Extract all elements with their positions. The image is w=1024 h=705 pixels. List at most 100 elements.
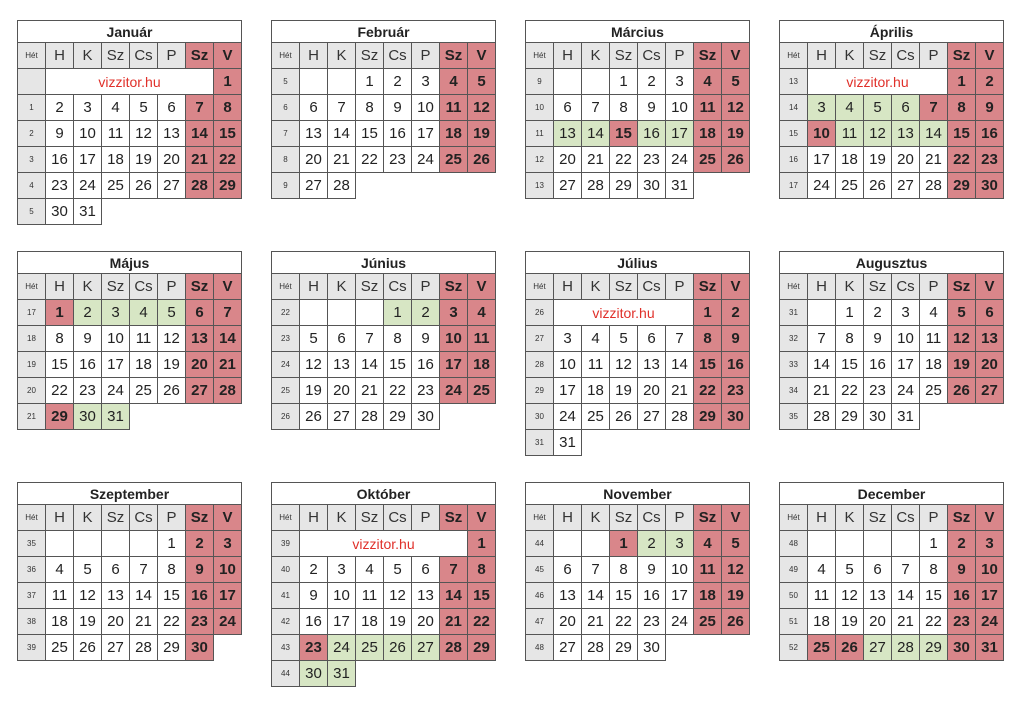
day-cell[interactable]: 27: [327, 403, 356, 430]
day-cell[interactable]: 13: [863, 582, 892, 609]
day-cell[interactable]: 28: [807, 403, 836, 430]
day-cell[interactable]: 15: [609, 582, 638, 609]
day-cell[interactable]: 6: [553, 94, 582, 121]
day-cell[interactable]: 21: [129, 608, 158, 635]
day-cell[interactable]: 29: [947, 172, 976, 199]
day-cell[interactable]: 17: [439, 351, 468, 378]
day-cell[interactable]: 30: [637, 172, 666, 199]
day-cell[interactable]: 2: [637, 530, 666, 557]
day-cell[interactable]: 19: [129, 146, 158, 173]
day-cell[interactable]: 11: [919, 325, 948, 352]
day-cell[interactable]: 23: [45, 172, 74, 199]
day-cell[interactable]: 14: [919, 120, 948, 147]
day-cell[interactable]: 20: [975, 351, 1004, 378]
day-cell[interactable]: 11: [835, 120, 864, 147]
day-cell[interactable]: 5: [129, 94, 158, 121]
day-cell[interactable]: 28: [919, 172, 948, 199]
day-cell[interactable]: 17: [553, 377, 582, 404]
day-cell[interactable]: 6: [975, 299, 1004, 326]
day-cell[interactable]: 9: [411, 325, 440, 352]
day-cell[interactable]: 9: [73, 325, 102, 352]
day-cell[interactable]: 16: [975, 120, 1004, 147]
day-cell[interactable]: 3: [101, 299, 130, 326]
day-cell[interactable]: 15: [383, 351, 412, 378]
day-cell[interactable]: 30: [299, 660, 328, 687]
day-cell[interactable]: 8: [947, 94, 976, 121]
day-cell[interactable]: 2: [383, 68, 412, 95]
day-cell[interactable]: 1: [383, 299, 412, 326]
day-cell[interactable]: 8: [835, 325, 864, 352]
day-cell[interactable]: 7: [327, 94, 356, 121]
day-cell[interactable]: 25: [101, 172, 130, 199]
day-cell[interactable]: 3: [975, 530, 1004, 557]
day-cell[interactable]: 9: [383, 94, 412, 121]
day-cell[interactable]: 12: [383, 582, 412, 609]
day-cell[interactable]: 7: [581, 94, 610, 121]
day-cell[interactable]: 25: [467, 377, 496, 404]
day-cell[interactable]: 10: [327, 582, 356, 609]
day-cell[interactable]: 10: [439, 325, 468, 352]
day-cell[interactable]: 2: [721, 299, 750, 326]
day-cell[interactable]: 20: [863, 608, 892, 635]
day-cell[interactable]: 3: [891, 299, 920, 326]
day-cell[interactable]: 6: [327, 325, 356, 352]
day-cell[interactable]: 18: [439, 120, 468, 147]
day-cell[interactable]: 28: [213, 377, 242, 404]
day-cell[interactable]: 23: [947, 608, 976, 635]
day-cell[interactable]: 10: [213, 556, 242, 583]
day-cell[interactable]: 25: [439, 146, 468, 173]
day-cell[interactable]: 16: [721, 351, 750, 378]
day-cell[interactable]: 14: [129, 582, 158, 609]
day-cell[interactable]: 31: [665, 172, 694, 199]
day-cell[interactable]: 1: [947, 68, 976, 95]
day-cell[interactable]: 27: [637, 403, 666, 430]
day-cell[interactable]: 13: [185, 325, 214, 352]
day-cell[interactable]: 24: [553, 403, 582, 430]
day-cell[interactable]: 2: [637, 68, 666, 95]
day-cell[interactable]: 3: [327, 556, 356, 583]
day-cell[interactable]: 31: [73, 198, 102, 225]
day-cell[interactable]: 18: [581, 377, 610, 404]
day-cell[interactable]: 29: [213, 172, 242, 199]
day-cell[interactable]: 8: [609, 94, 638, 121]
day-cell[interactable]: 19: [299, 377, 328, 404]
day-cell[interactable]: 18: [835, 146, 864, 173]
day-cell[interactable]: 19: [609, 377, 638, 404]
day-cell[interactable]: 30: [975, 172, 1004, 199]
day-cell[interactable]: 22: [947, 146, 976, 173]
day-cell[interactable]: 11: [129, 325, 158, 352]
day-cell[interactable]: 8: [157, 556, 186, 583]
day-cell[interactable]: 19: [835, 608, 864, 635]
day-cell[interactable]: 16: [637, 582, 666, 609]
day-cell[interactable]: 18: [467, 351, 496, 378]
day-cell[interactable]: 4: [919, 299, 948, 326]
day-cell[interactable]: 15: [919, 582, 948, 609]
day-cell[interactable]: 17: [73, 146, 102, 173]
day-cell[interactable]: 28: [185, 172, 214, 199]
day-cell[interactable]: 19: [467, 120, 496, 147]
day-cell[interactable]: 7: [919, 94, 948, 121]
day-cell[interactable]: 6: [185, 299, 214, 326]
day-cell[interactable]: 21: [355, 377, 384, 404]
day-cell[interactable]: 26: [835, 634, 864, 661]
day-cell[interactable]: 14: [355, 351, 384, 378]
day-cell[interactable]: 11: [101, 120, 130, 147]
day-cell[interactable]: 14: [807, 351, 836, 378]
day-cell[interactable]: 10: [807, 120, 836, 147]
day-cell[interactable]: 26: [721, 608, 750, 635]
day-cell[interactable]: 13: [553, 582, 582, 609]
day-cell[interactable]: 12: [863, 120, 892, 147]
day-cell[interactable]: 22: [157, 608, 186, 635]
day-cell[interactable]: 2: [185, 530, 214, 557]
day-cell[interactable]: 19: [947, 351, 976, 378]
day-cell[interactable]: 4: [439, 68, 468, 95]
day-cell[interactable]: 2: [975, 68, 1004, 95]
day-cell[interactable]: 31: [891, 403, 920, 430]
day-cell[interactable]: 4: [693, 68, 722, 95]
day-cell[interactable]: 30: [721, 403, 750, 430]
day-cell[interactable]: 16: [863, 351, 892, 378]
day-cell[interactable]: 5: [721, 68, 750, 95]
day-cell[interactable]: 13: [975, 325, 1004, 352]
day-cell[interactable]: 20: [157, 146, 186, 173]
day-cell[interactable]: 7: [891, 556, 920, 583]
